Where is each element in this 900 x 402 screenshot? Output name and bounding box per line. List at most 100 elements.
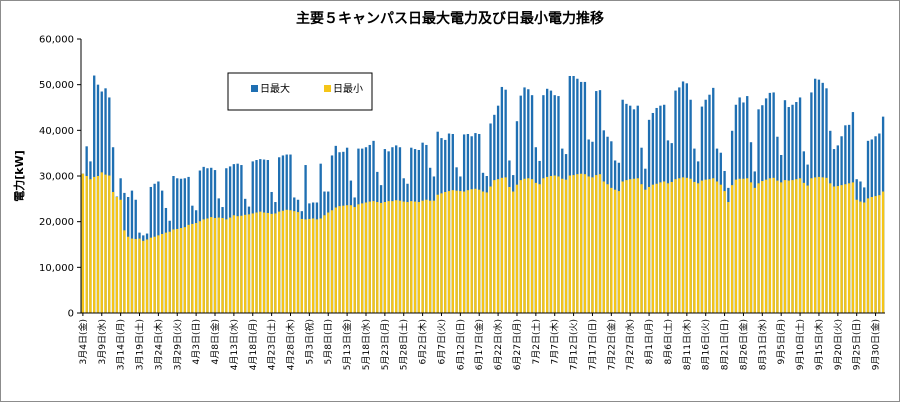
min-bar (881, 191, 885, 313)
min-bar (700, 180, 704, 313)
min-bar (478, 189, 481, 313)
min-bar (240, 215, 243, 313)
min-bar (538, 184, 541, 313)
min-bar (127, 236, 130, 313)
min-bar (96, 176, 100, 313)
min-bar (564, 179, 568, 313)
min-bar (372, 201, 375, 313)
min-bar (659, 182, 662, 313)
min-bar (361, 203, 364, 313)
min-bar (704, 179, 707, 313)
min-bar (421, 200, 424, 313)
x-tick-label: 5月28日(土) (398, 319, 410, 370)
min-bar (383, 202, 387, 313)
min-bar (206, 218, 209, 313)
min-bar (194, 223, 198, 313)
min-bar (330, 210, 334, 313)
min-bar (734, 179, 738, 313)
chart-title: 主要５キャンパス日最大電力及び日最小電力推移 (296, 10, 604, 27)
x-tick-label: 5月3日(祝) (303, 319, 315, 364)
min-bar (232, 215, 236, 313)
min-bar (217, 217, 220, 313)
x-tick-label: 7月2日(土) (530, 319, 542, 364)
min-bar (617, 191, 621, 313)
min-bar (542, 178, 545, 313)
min-bar (742, 178, 745, 313)
min-bar (761, 181, 764, 313)
x-tick-labels: 3月4日(金) 3月9日(水) 3月14日(月) 3月19日(土) 3月24日(木) 3月… (77, 313, 882, 370)
x-tick-label: 4月8日(金) (209, 319, 221, 364)
min-bar (636, 178, 639, 313)
min-bar (451, 190, 454, 313)
min-bar (259, 211, 262, 313)
min-bar (817, 176, 821, 313)
legend-swatch-max (251, 85, 258, 92)
min-bar (629, 179, 632, 313)
min-bar (191, 223, 194, 313)
min-bar (678, 178, 681, 313)
min-bar (266, 212, 270, 313)
min-bar (727, 202, 730, 313)
min-bar (251, 213, 254, 313)
min-bar (546, 176, 549, 313)
min-bar (410, 201, 413, 313)
x-tick-label: 3月19日(土) (134, 319, 146, 370)
min-bar (406, 202, 409, 313)
x-tick-label: 3月29日(火) (172, 319, 183, 370)
min-bar (681, 177, 685, 313)
min-bar (508, 186, 511, 313)
x-tick-label: 8月6日(土) (662, 319, 674, 364)
x-tick-label: 9月25日(日) (852, 319, 863, 370)
min-bar (655, 183, 658, 313)
min-bar (832, 186, 836, 313)
min-bar (123, 230, 126, 313)
min-bar (530, 179, 534, 313)
x-tick-label: 7月7日(木) (549, 319, 561, 364)
x-tick-label: 6月2日(木) (417, 319, 429, 364)
min-bar (179, 228, 183, 313)
y-tick-label: 60,000 (39, 35, 74, 46)
min-bar (840, 185, 843, 313)
min-bar (798, 178, 802, 313)
x-tick-label: 7月22日(金) (605, 319, 617, 370)
min-bar (93, 176, 96, 313)
min-bar (519, 180, 522, 313)
min-bar (262, 212, 266, 313)
min-bar (772, 177, 775, 313)
min-bar (878, 195, 881, 313)
min-bar (504, 177, 507, 313)
x-tick-label: 9月15日(木) (813, 319, 825, 370)
x-tick-label: 3月24日(木) (152, 319, 164, 370)
min-bar (610, 187, 613, 313)
x-tick-label: 5月18日(水) (360, 319, 372, 370)
min-bar (557, 176, 560, 313)
x-tick-label: 9月10日(土) (794, 319, 806, 370)
min-bar (183, 227, 186, 313)
x-tick-label: 9月30日(金) (870, 319, 882, 370)
min-bar (153, 236, 156, 313)
min-bar (583, 174, 587, 313)
x-tick-label: 6月22日(水) (492, 319, 504, 370)
x-tick-label: 8月11日(木) (681, 319, 693, 370)
x-tick-label: 4月18日(月) (248, 319, 259, 370)
min-bar (674, 179, 677, 313)
min-bar (787, 180, 790, 313)
min-bar (512, 191, 515, 313)
min-bar (802, 182, 806, 313)
min-bar (814, 177, 817, 313)
min-bar (568, 175, 571, 313)
min-bar (134, 239, 137, 313)
min-bar (613, 189, 617, 313)
min-bar (549, 176, 553, 313)
min-bar (115, 197, 119, 313)
x-tick-label: 8月31日(水) (756, 319, 768, 370)
min-bar (379, 202, 383, 313)
min-bar (353, 207, 356, 313)
min-bar (670, 181, 673, 313)
min-bar (455, 190, 458, 313)
min-bar (753, 187, 756, 313)
min-bar (142, 240, 145, 313)
min-bar (221, 218, 224, 313)
min-bar (255, 212, 258, 313)
min-bar (444, 191, 447, 313)
